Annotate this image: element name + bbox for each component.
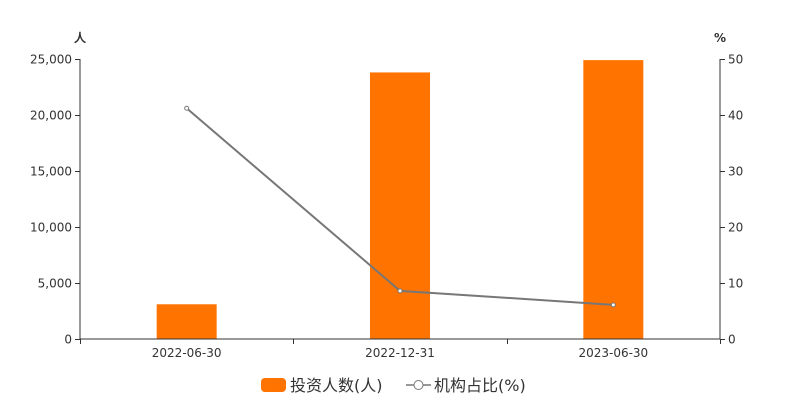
- x-axis-category-label: 2022-06-30: [152, 346, 222, 360]
- right-axis-tick-label: 40: [728, 109, 743, 123]
- right-axis-tick-label: 10: [728, 277, 743, 291]
- left-axis-tick-label: 15,000: [30, 165, 72, 179]
- bar-series-group: [156, 60, 644, 340]
- left-axis-unit-label: 人: [74, 30, 87, 45]
- legend-line-label: 机构占比(%): [434, 376, 526, 395]
- left-axis-tick-label: 5,000: [38, 277, 72, 291]
- right-axis-ticks: 0 10 20 30 40 50: [720, 53, 743, 347]
- line-point-2023-06-30: [610, 302, 616, 308]
- bar-2023-06-30: [583, 60, 644, 340]
- right-axis-tick-label: 0: [728, 333, 736, 347]
- x-axis-ticks: 2022-06-30 2022-12-31 2023-06-30: [80, 339, 721, 360]
- left-axis-tick-label: 20,000: [30, 109, 72, 123]
- line-point-2022-12-31: [397, 288, 403, 294]
- legend: 投资人数(人) 机构占比(%): [261, 376, 526, 395]
- right-axis-tick-label: 50: [728, 53, 743, 67]
- right-axis-tick-label: 20: [728, 221, 743, 235]
- right-axis-unit-label: %: [714, 31, 726, 45]
- bar-2022-06-30: [156, 304, 217, 339]
- x-axis-category-label: 2022-12-31: [365, 346, 435, 360]
- right-axis-tick-label: 30: [728, 165, 743, 179]
- line-point-2022-06-30: [184, 105, 190, 111]
- left-axis-tick-label: 10,000: [30, 221, 72, 235]
- legend-line-marker: [413, 380, 424, 390]
- x-axis-category-label: 2023-06-30: [578, 346, 648, 360]
- left-axis-tick-label: 25,000: [30, 53, 72, 67]
- left-axis-tick-label: 0: [64, 333, 72, 347]
- left-axis-ticks: 0 5,000 10,000 15,000 20,000 25,000: [30, 53, 80, 347]
- line-series-group: [184, 105, 616, 308]
- legend-bar-swatch: [261, 378, 286, 392]
- legend-bar-label: 投资人数(人): [290, 376, 383, 395]
- bar-2022-12-31: [370, 72, 430, 339]
